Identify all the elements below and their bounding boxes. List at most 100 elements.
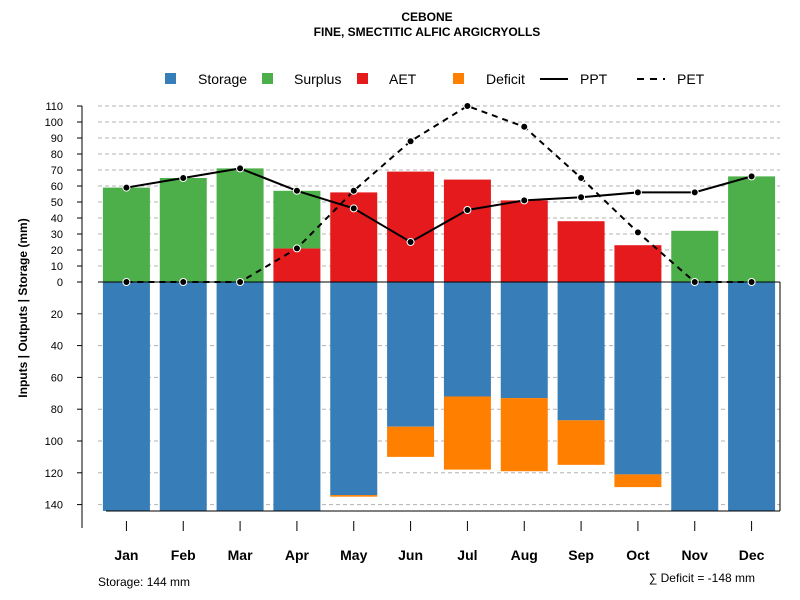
deficit-bar xyxy=(330,495,378,497)
y-tick-label: 40 xyxy=(51,341,63,353)
storage-bar xyxy=(216,282,264,511)
x-tick-label: Oct xyxy=(626,547,650,563)
storage-bar xyxy=(273,282,321,511)
storage-bar xyxy=(330,282,378,496)
y-axis-title: Inputs | Outputs | Storage (mm) xyxy=(16,218,30,397)
deficit-bar xyxy=(443,396,491,470)
y-tick-label: 0 xyxy=(57,277,63,289)
legend-swatch-surplus xyxy=(262,73,273,84)
y-tick-label: 100 xyxy=(45,436,63,448)
deficit-footer: ∑ Deficit = -148 mm xyxy=(649,571,755,585)
storage-bar xyxy=(102,282,150,511)
storage-bar xyxy=(728,282,776,511)
chart-title: CEBONE xyxy=(401,10,452,24)
y-tick-label: 10 xyxy=(51,261,63,273)
x-tick-label: Jun xyxy=(398,547,423,563)
lines xyxy=(122,102,756,286)
deficit-bar xyxy=(387,426,435,457)
legend-label-surplus: Surplus xyxy=(294,71,341,87)
pet-point xyxy=(406,137,415,146)
y-tick-label: 80 xyxy=(51,404,63,416)
axes: 0 10 20 30 40 50 60 70 80 90 100 110 20 40 60 80 100 120 1… xyxy=(45,101,781,563)
legend-label-storage: Storage xyxy=(198,71,247,87)
legend-label-aet: AET xyxy=(389,71,417,87)
surplus-bar xyxy=(102,187,150,282)
aet-bar xyxy=(614,245,662,282)
y-tick-label: 50 xyxy=(51,197,63,209)
y-tick-label: 70 xyxy=(51,165,63,177)
y-tick-label: 60 xyxy=(51,181,63,193)
deficit-bar xyxy=(500,398,548,472)
pet-point xyxy=(747,278,756,286)
ppt-point xyxy=(406,238,415,246)
aet-bar xyxy=(557,221,605,282)
storage-bar xyxy=(159,282,207,511)
bars xyxy=(102,168,776,511)
y-tick-label: 80 xyxy=(51,149,63,161)
storage-footer: Storage: 144 mm xyxy=(98,575,190,589)
legend-label-deficit: Deficit xyxy=(486,71,525,87)
surplus-bar xyxy=(728,176,776,282)
y-tick-label: 100 xyxy=(45,117,63,129)
x-tick-label: Sep xyxy=(568,547,594,563)
surplus-bar xyxy=(273,190,321,249)
x-tick-label: Mar xyxy=(228,547,253,563)
x-tick-label: Dec xyxy=(739,547,765,563)
storage-bar xyxy=(500,282,548,399)
ppt-point xyxy=(577,193,586,202)
y-tick-label: 110 xyxy=(45,101,63,113)
storage-bar xyxy=(614,282,662,475)
ppt-point xyxy=(179,174,188,182)
pet-point xyxy=(179,278,188,286)
x-tick-label: Apr xyxy=(285,547,310,563)
y-tick-label: 60 xyxy=(51,372,63,384)
legend-swatch-aet xyxy=(357,73,368,84)
pet-point xyxy=(349,186,358,195)
pet-point xyxy=(463,102,472,110)
storage-bar xyxy=(671,282,719,511)
aet-bar xyxy=(273,248,321,282)
ppt-point xyxy=(520,196,529,205)
y-tick-label: 90 xyxy=(51,133,63,145)
ppt-point xyxy=(236,164,245,173)
x-tick-label: Aug xyxy=(511,547,538,563)
deficit-bar xyxy=(557,420,605,465)
legend-swatch-deficit xyxy=(453,73,464,84)
pet-point xyxy=(633,228,642,237)
x-tick-label: May xyxy=(340,547,367,563)
ppt-point xyxy=(690,188,699,197)
pet-point xyxy=(292,244,301,253)
legend: Storage Surplus AET Deficit PPT PET xyxy=(165,71,705,87)
pet-point xyxy=(122,278,131,286)
surplus-bar xyxy=(216,168,264,282)
y-tick-label: 140 xyxy=(45,500,63,512)
aet-bar xyxy=(500,200,548,282)
x-tick-label: Jul xyxy=(457,547,477,563)
x-tick-label: Nov xyxy=(682,547,709,563)
ppt-point xyxy=(747,172,756,181)
aet-bar xyxy=(387,171,435,282)
deficit-bar xyxy=(614,474,662,488)
ppt-point xyxy=(349,204,358,213)
chart-subtitle: FINE, SMECTITIC ALFIC ARGICRYOLLS xyxy=(314,25,541,39)
legend-swatch-storage xyxy=(165,73,176,84)
y-tick-label: 20 xyxy=(51,309,63,321)
y-tick-label: 40 xyxy=(51,213,63,225)
surplus-bar xyxy=(159,178,207,282)
y-tick-label: 120 xyxy=(45,468,63,480)
storage-bar xyxy=(387,282,435,427)
x-tick-label: Feb xyxy=(171,547,196,563)
pet-line xyxy=(126,104,752,283)
pet-point xyxy=(577,174,586,182)
ppt-line xyxy=(126,167,752,244)
pet-point xyxy=(236,278,245,286)
ppt-point xyxy=(292,186,301,195)
ppt-point xyxy=(122,183,131,192)
aet-bar xyxy=(443,179,491,282)
legend-label-ppt: PPT xyxy=(580,71,608,87)
storage-bar xyxy=(443,282,491,397)
legend-label-pet: PET xyxy=(677,71,705,87)
surplus-bar xyxy=(671,230,719,282)
pet-point xyxy=(690,278,699,286)
